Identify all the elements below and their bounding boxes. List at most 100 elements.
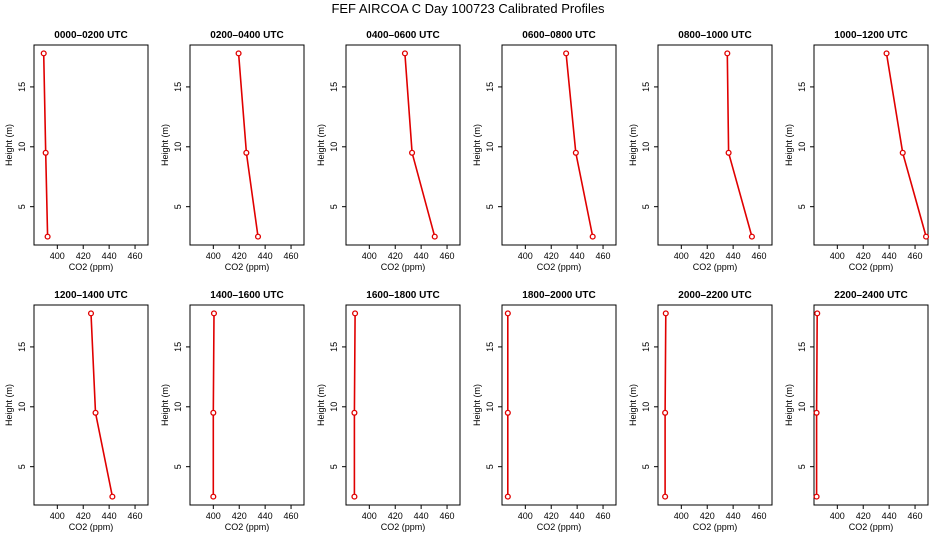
profile-point — [662, 310, 669, 317]
x-axis-label: CO2 (ppm) — [693, 262, 738, 272]
y-tick-label: 10 — [485, 142, 495, 152]
y-tick-label: 5 — [485, 464, 495, 469]
profile-point — [109, 493, 116, 500]
profile-point — [351, 409, 358, 416]
x-tick-label: 420 — [388, 511, 403, 521]
y-tick-label: 15 — [797, 342, 807, 352]
x-tick-label: 400 — [362, 251, 377, 261]
x-tick-label: 420 — [76, 511, 91, 521]
x-tick-label: 460 — [752, 251, 767, 261]
y-axis-label: Height (m) — [4, 124, 14, 166]
y-tick-label: 15 — [485, 82, 495, 92]
y-tick-label: 15 — [329, 342, 339, 352]
plot-frame — [657, 304, 773, 506]
profile-panel: 2000–2200 UTC 400 420 440 460 5 10 15 CO2 (ppm) H… — [628, 290, 773, 532]
profile-point — [504, 409, 511, 416]
x-tick-label: 400 — [830, 251, 845, 261]
plot-frame — [813, 304, 929, 506]
y-tick-label: 15 — [641, 342, 651, 352]
y-tick-label: 15 — [641, 82, 651, 92]
y-tick-label: 5 — [173, 464, 183, 469]
y-tick-label: 5 — [797, 464, 807, 469]
y-tick-label: 10 — [797, 402, 807, 412]
profile-point — [589, 233, 596, 240]
x-tick-label: 420 — [856, 251, 871, 261]
panel-title: 0000–0200 UTC — [54, 30, 127, 41]
profile-panel: 0800–1000 UTC 400 420 440 460 5 10 15 CO2 (ppm) H… — [628, 30, 773, 272]
x-tick-label: 420 — [544, 511, 559, 521]
profile-point — [352, 310, 359, 317]
plot-frame — [345, 304, 461, 506]
y-tick-label: 5 — [329, 204, 339, 209]
y-tick-label: 15 — [485, 342, 495, 352]
x-tick-label: 440 — [102, 511, 117, 521]
y-axis-label: Height (m) — [160, 124, 170, 166]
profile-point — [504, 310, 511, 317]
x-tick-label: 460 — [908, 251, 923, 261]
x-tick-label: 440 — [882, 511, 897, 521]
y-tick-label: 5 — [329, 464, 339, 469]
profile-panel: 0600–0800 UTC 400 420 440 460 5 10 15 CO2 (ppm) H… — [472, 30, 617, 272]
profile-line — [212, 313, 215, 497]
profile-line — [664, 313, 667, 497]
x-tick-label: 460 — [128, 511, 143, 521]
y-tick-label: 15 — [17, 82, 27, 92]
profile-point — [401, 50, 408, 57]
y-tick-label: 5 — [17, 464, 27, 469]
profile-point — [40, 50, 47, 57]
y-tick-label: 5 — [641, 464, 651, 469]
profile-point — [44, 233, 51, 240]
plot-frame — [345, 44, 461, 246]
panel-title: 0800–1000 UTC — [678, 30, 751, 41]
x-tick-label: 400 — [674, 251, 689, 261]
x-tick-label: 420 — [76, 251, 91, 261]
x-axis-label: CO2 (ppm) — [849, 262, 894, 272]
y-axis-label: Height (m) — [472, 384, 482, 426]
profile-point — [899, 149, 906, 156]
x-axis-label: CO2 (ppm) — [537, 262, 582, 272]
y-tick-label: 10 — [173, 142, 183, 152]
profile-panel: 1400–1600 UTC 400 420 440 460 5 10 15 CO2 (ppm) H… — [160, 290, 305, 532]
y-axis-label: Height (m) — [784, 124, 794, 166]
plot-frame — [33, 44, 149, 246]
x-tick-label: 460 — [284, 511, 299, 521]
y-tick-label: 10 — [797, 142, 807, 152]
figure-title: FEF AIRCOA C Day 100723 Calibrated Profi… — [331, 1, 605, 16]
x-tick-label: 440 — [414, 251, 429, 261]
profile-point — [210, 310, 218, 317]
y-axis-label: Height (m) — [472, 124, 482, 166]
x-tick-label: 420 — [700, 511, 715, 521]
y-axis-label: Height (m) — [784, 384, 794, 426]
profile-point — [748, 233, 755, 240]
panel-title: 1200–1400 UTC — [54, 290, 127, 301]
x-axis-label: CO2 (ppm) — [225, 522, 270, 532]
profile-panel: 0000–0200 UTC 400 420 440 460 5 10 15 CO2 (ppm) H… — [4, 30, 149, 272]
panel-title: 1400–1600 UTC — [210, 290, 283, 301]
x-tick-label: 440 — [726, 251, 741, 261]
y-tick-label: 10 — [173, 402, 183, 412]
profile-point — [725, 149, 732, 156]
x-tick-label: 420 — [856, 511, 871, 521]
profile-point — [813, 493, 820, 500]
x-tick-label: 440 — [570, 511, 585, 521]
panel-title: 1000–1200 UTC — [834, 30, 907, 41]
x-tick-label: 460 — [440, 511, 455, 521]
profile-point — [724, 50, 731, 57]
y-axis-label: Height (m) — [628, 384, 638, 426]
x-tick-label: 460 — [128, 251, 143, 261]
x-axis-label: CO2 (ppm) — [381, 262, 426, 272]
y-axis-label: Height (m) — [628, 124, 638, 166]
profile-panel: 2200–2400 UTC 400 420 440 460 5 10 15 CO2 (ppm) H… — [784, 290, 929, 532]
x-tick-label: 400 — [50, 511, 65, 521]
plot-frame — [189, 44, 305, 246]
x-tick-label: 440 — [258, 251, 273, 261]
plot-frame — [813, 44, 929, 246]
x-tick-label: 400 — [518, 511, 533, 521]
y-tick-label: 10 — [641, 402, 651, 412]
x-tick-label: 440 — [570, 251, 585, 261]
y-tick-label: 10 — [329, 402, 339, 412]
y-tick-label: 5 — [641, 204, 651, 209]
y-tick-label: 15 — [797, 82, 807, 92]
profile-point — [504, 493, 511, 500]
x-axis-label: CO2 (ppm) — [537, 522, 582, 532]
